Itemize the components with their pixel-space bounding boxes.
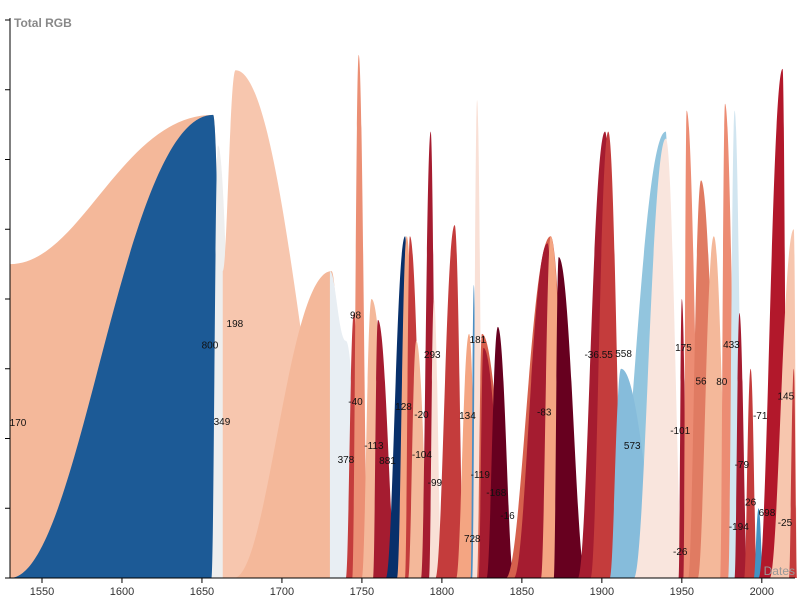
- data-label: 573: [624, 441, 641, 452]
- data-label: -101: [670, 426, 690, 437]
- area-layer: [10, 54, 797, 579]
- area-series-3: [222, 70, 356, 578]
- data-label: 175: [675, 343, 692, 354]
- data-label: 98: [350, 311, 362, 322]
- x-tick: 1800: [430, 578, 454, 598]
- area-series-42: [769, 229, 797, 578]
- data-label: -26: [673, 547, 688, 558]
- data-label: 128: [395, 402, 412, 413]
- x-tick-label: 1750: [350, 586, 374, 598]
- data-label: -36.55: [584, 350, 613, 361]
- x-tick: 1950: [670, 578, 694, 598]
- data-label: -20: [414, 410, 429, 421]
- x-tick-label: 1850: [510, 586, 534, 598]
- x-tick: 1650: [190, 578, 214, 598]
- area-series-26: [553, 257, 586, 578]
- area-series-22: [486, 326, 514, 578]
- data-label: -194: [729, 522, 749, 533]
- data-label: -25: [778, 518, 793, 529]
- data-label: -104: [412, 450, 432, 461]
- data-label: -113: [364, 441, 384, 452]
- data-label: 698: [759, 508, 776, 519]
- data-label: 26: [745, 498, 757, 509]
- data-label: 881: [379, 456, 396, 467]
- area-series-38: [734, 312, 748, 578]
- x-tick: 1900: [590, 578, 614, 598]
- x-tick-label: 1950: [670, 586, 694, 598]
- data-label: 134: [459, 411, 476, 422]
- data-label: 198: [227, 319, 244, 330]
- x-tick-label: 1600: [110, 586, 134, 598]
- area-series-7: [352, 54, 369, 578]
- area-series-31: [633, 138, 684, 578]
- data-label: 378: [338, 455, 355, 466]
- x-tick: 1750: [350, 578, 374, 598]
- data-label: -168: [486, 488, 506, 499]
- data-label: -16: [500, 511, 515, 522]
- x-tick-label: 1800: [430, 586, 454, 598]
- data-label: 145: [777, 392, 794, 403]
- x-tick: 2000: [750, 578, 774, 598]
- data-label: -71: [753, 411, 768, 422]
- area-series-1: [10, 114, 226, 579]
- area-series-4: [233, 271, 350, 578]
- data-label-layer: 170 800 198 349 98 -40 378 -113 881 128-20 293 -104…: [10, 311, 795, 558]
- data-label: 181: [470, 335, 487, 346]
- x-tick: 1600: [110, 578, 134, 598]
- data-label: -83: [537, 408, 552, 419]
- x-tick-label: 1550: [30, 586, 54, 598]
- data-label: 80: [716, 377, 728, 388]
- x-tick-label: 1700: [270, 586, 294, 598]
- area-series-40: [753, 508, 764, 578]
- x-axis-label: Dates: [764, 564, 795, 578]
- data-label: -40: [348, 397, 363, 408]
- data-label: 56: [695, 376, 707, 387]
- area-series-43: [789, 368, 797, 578]
- area-series-33: [683, 110, 703, 579]
- data-label: -119: [471, 470, 491, 481]
- data-label: 293: [424, 350, 441, 361]
- axes: 1550 1600 1650 1700 1750 1800 1850 1900 1950 2000: [5, 18, 795, 598]
- x-tick: 1700: [270, 578, 294, 598]
- x-tick-label: 1900: [590, 586, 614, 598]
- area-series-16: [435, 225, 465, 578]
- x-tick: 1850: [510, 578, 534, 598]
- data-label: 558: [615, 349, 632, 360]
- chart-title: Total RGB: [14, 16, 72, 30]
- x-tick-label: 2000: [750, 586, 774, 598]
- data-label: 800: [202, 341, 219, 352]
- data-label: 349: [214, 417, 231, 428]
- area-series-15: [429, 299, 442, 578]
- x-tick: 1550: [30, 578, 54, 598]
- data-label: -99: [428, 478, 443, 489]
- data-label: -79: [735, 460, 750, 471]
- data-label: 170: [10, 418, 27, 429]
- area-series-39: [744, 368, 758, 578]
- data-label: 433: [723, 340, 740, 351]
- data-label: 728: [464, 534, 481, 545]
- x-tick-label: 1650: [190, 586, 214, 598]
